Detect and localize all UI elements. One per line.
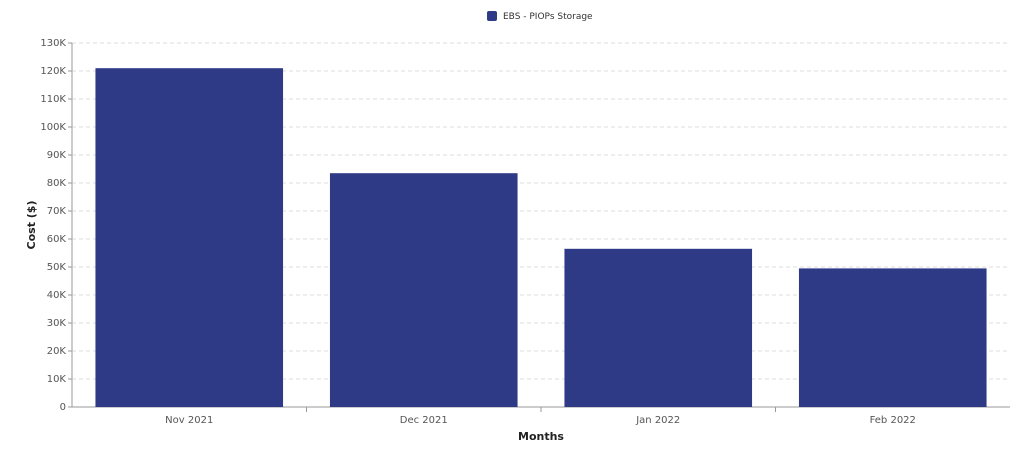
y-tick-label: 10K: [47, 374, 67, 385]
y-tick-label: 0: [60, 402, 66, 413]
legend-swatch: [487, 11, 497, 21]
y-tick-label: 20K: [47, 346, 67, 357]
bar: [798, 268, 987, 407]
y-axis-title: Cost ($): [25, 201, 38, 250]
x-tick-label: Jan 2022: [635, 415, 680, 426]
y-tick-label: 50K: [47, 262, 67, 273]
y-tick-label: 110K: [40, 94, 66, 105]
y-tick-label: 40K: [47, 290, 67, 301]
y-tick-label: 130K: [40, 38, 66, 49]
x-tick-label: Feb 2022: [870, 415, 916, 426]
bar: [95, 68, 284, 407]
y-tick-label: 90K: [47, 150, 67, 161]
y-tick-label: 100K: [40, 122, 66, 133]
y-tick-label: 30K: [47, 318, 67, 329]
bar: [329, 173, 518, 407]
y-tick-label: 120K: [40, 66, 66, 77]
x-tick-label: Nov 2021: [165, 415, 213, 426]
x-tick-label: Dec 2021: [400, 415, 448, 426]
y-tick-label: 70K: [47, 206, 67, 217]
x-axis-title: Months: [518, 430, 564, 443]
legend-label: EBS - PIOPs Storage: [503, 12, 593, 22]
y-tick-label: 60K: [47, 234, 67, 245]
bar: [564, 248, 753, 407]
y-tick-label: 80K: [47, 178, 67, 189]
